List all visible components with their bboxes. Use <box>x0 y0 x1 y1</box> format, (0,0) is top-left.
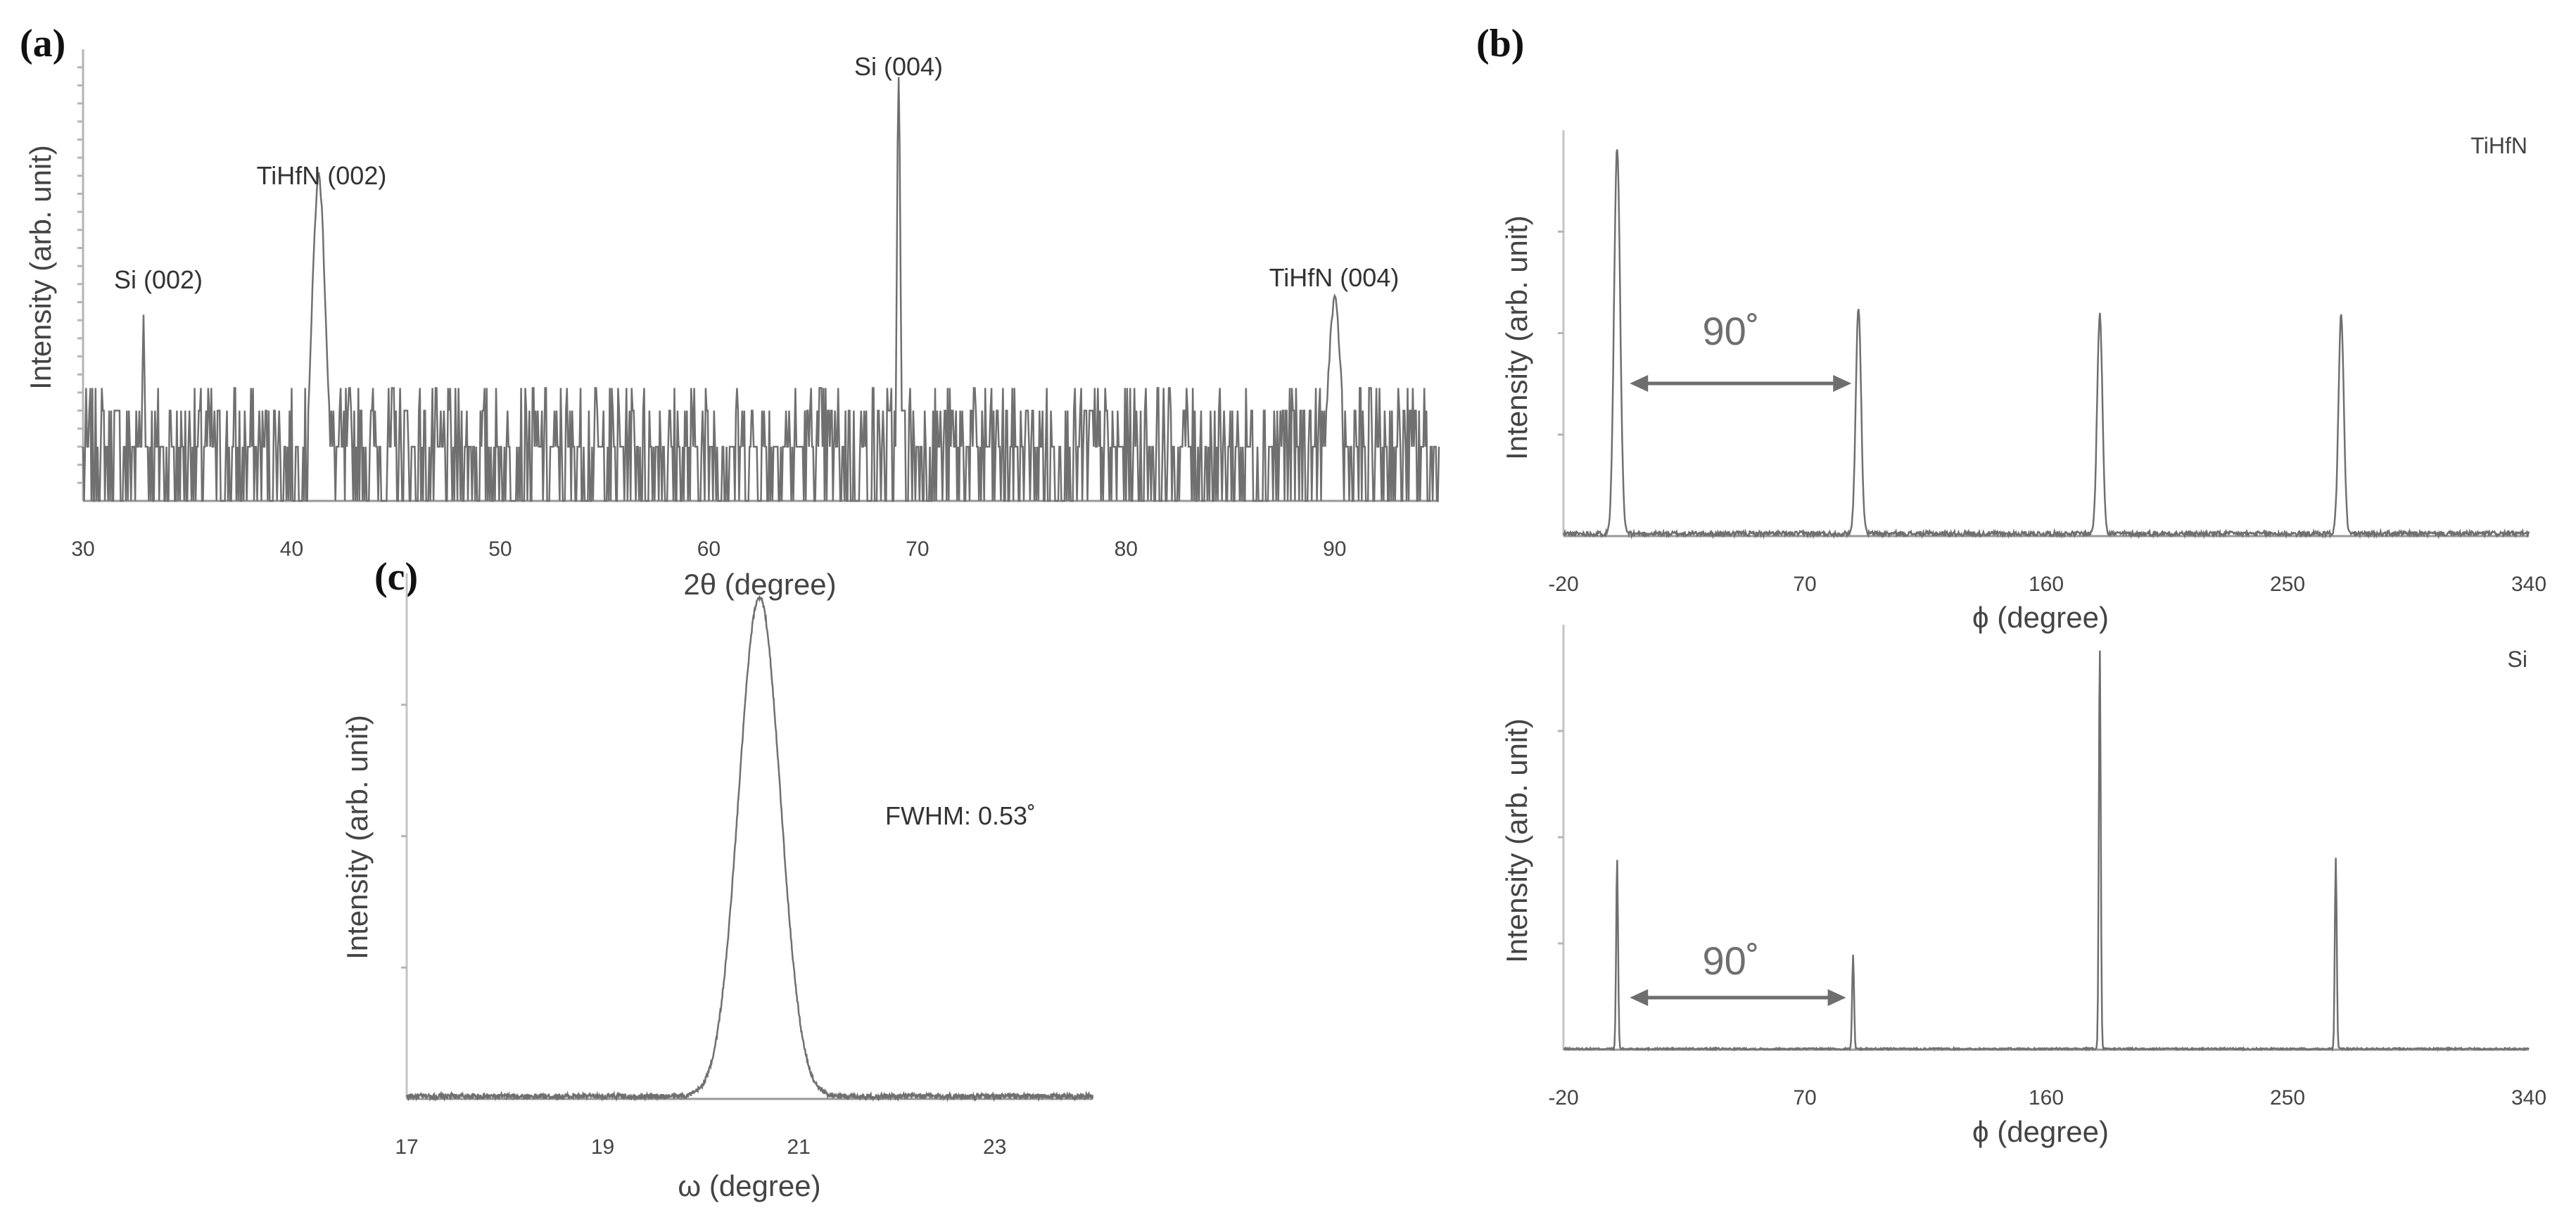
series-label-si: Si <box>2508 647 2527 672</box>
x-tick-label: 250 <box>2270 573 2305 596</box>
angle-label-b-bottom: 90˚ <box>1703 939 1760 983</box>
y-minor-ticks-b-bottom <box>1558 730 1563 945</box>
panel-label-b: (b) <box>1476 22 1524 65</box>
angle-label-b-top: 90˚ <box>1703 309 1760 353</box>
x-tick-label: 80 <box>1115 537 1138 561</box>
y-minor-ticks-b-top <box>1558 230 1563 436</box>
y-axis-title-a: Intensity (arb. unit) <box>24 145 57 390</box>
series-line-a <box>82 77 1440 502</box>
arrow-90-b-top <box>1630 375 1852 392</box>
x-tick-label: 19 <box>591 1136 614 1159</box>
x-tick-label: 70 <box>906 537 929 561</box>
x-tick-label: 250 <box>2270 1086 2305 1109</box>
x-tick-label: 160 <box>2029 1086 2064 1109</box>
y-axis-title-c: Intensity (arb. unit) <box>341 715 374 960</box>
x-tick-label: 70 <box>1793 573 1816 596</box>
x-axis-title-c: ω (degree) <box>678 1169 820 1202</box>
x-tick-label: -20 <box>1548 1086 1578 1109</box>
peak-label-si-004: Si (004) <box>854 52 943 81</box>
arrow-90-b-bottom <box>1630 989 1846 1006</box>
y-axis-title-b-top: Intensity (arb. unit) <box>1500 215 1533 460</box>
panel-b-bottom: -20 70 160 250 340 ϕ (degree) Intensity … <box>1500 625 2546 1148</box>
x-tick-label: 21 <box>787 1136 810 1159</box>
panel-a: (a) 30 40 50 60 70 80 90 2θ (degree) Int… <box>20 22 1440 601</box>
x-tick-label: 90 <box>1323 537 1346 561</box>
x-tick-label: 340 <box>2511 1086 2546 1109</box>
fwhm-label: FWHM: 0.53˚ <box>885 801 1036 830</box>
series-line-b-bottom <box>1563 650 2530 1052</box>
x-tick-label: 23 <box>983 1136 1006 1159</box>
series-line-c <box>405 595 1094 1102</box>
x-axis-title-a: 2θ (degree) <box>683 568 836 601</box>
panel-b-top: (b) -20 70 160 250 340 ϕ (degree) Intens… <box>1476 22 2546 634</box>
x-tick-label: 70 <box>1793 1086 1816 1109</box>
peak-label-tihfn-004: TiHfN (004) <box>1269 263 1400 292</box>
series-line-b-top <box>1562 149 2530 540</box>
x-tick-label: -20 <box>1548 573 1578 596</box>
x-tick-label: 40 <box>280 537 303 561</box>
y-minor-ticks-c <box>401 704 407 969</box>
panel-c: (c) 17 19 21 23 ω (degree) Intensity (ar… <box>341 555 1094 1202</box>
x-axis-title-b-bottom: ϕ (degree) <box>1972 1115 2109 1148</box>
y-axis-title-b-bottom: Intensity (arb. unit) <box>1500 718 1533 963</box>
x-tick-label: 160 <box>2029 573 2064 596</box>
peak-label-si-002: Si (002) <box>114 265 203 294</box>
panel-label-c: (c) <box>374 555 418 599</box>
y-minor-ticks-a <box>77 66 83 484</box>
x-tick-label: 340 <box>2511 573 2546 596</box>
series-label-tihfn: TiHfN <box>2470 133 2527 158</box>
x-tick-label: 50 <box>488 537 512 561</box>
x-tick-label: 17 <box>395 1136 418 1159</box>
peak-label-tihfn-002: TiHfN (002) <box>257 161 387 190</box>
x-tick-label: 60 <box>697 537 721 561</box>
panel-label-a: (a) <box>20 22 65 65</box>
x-tick-label: 30 <box>71 537 94 561</box>
x-axis-title-b-top: ϕ (degree) <box>1972 601 2109 634</box>
